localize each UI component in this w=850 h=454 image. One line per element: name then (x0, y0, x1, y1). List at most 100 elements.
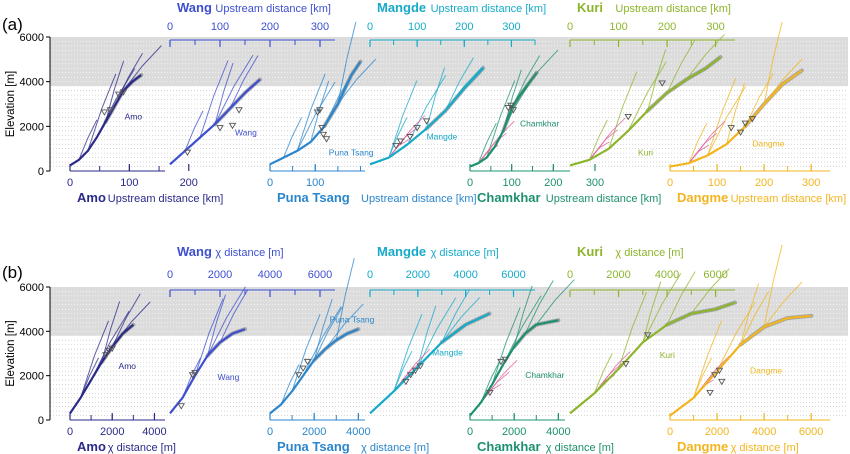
tributary-profile-line (690, 268, 730, 314)
tributary-profile-line (725, 83, 745, 145)
knickpoint-marker (299, 365, 307, 372)
tributary-profile-line (608, 71, 638, 149)
y-tick-label: 6000 (20, 282, 44, 294)
distance-tick-label: 2000 (208, 269, 232, 281)
series-mangde: 0 2000 4000 6000 Mangde χ distance [m] Mangde (367, 244, 535, 415)
knickpoint-marker (741, 120, 750, 127)
river-profile-label: Amo (119, 361, 137, 371)
knickpoint-marker (396, 138, 405, 145)
knickpoint-marker (102, 352, 110, 359)
distance-tick-label: 0 (467, 426, 473, 438)
main-profile-line (269, 60, 362, 166)
knickpoint-marker (114, 91, 123, 98)
distance-tick-label: 6000 (799, 426, 823, 438)
river-profile-label: Wang (218, 372, 240, 382)
tributary-profile-line (80, 320, 110, 398)
main-profile-line (469, 72, 538, 168)
series-kuri: 0 2000 4000 6000 Kuri χ distance [m] Kuri (567, 244, 737, 415)
tributary-profile-line (337, 21, 357, 105)
tributary-profile-line (87, 73, 117, 152)
distance-tick-label: 0 (167, 269, 173, 281)
river-profile-label: Dangme (750, 365, 782, 375)
distance-tick-label: 100 (609, 21, 627, 33)
tributary-profile-line (688, 120, 726, 164)
distance-axis-title: Upstream distance [km] (215, 3, 331, 15)
knickpoint-marker (235, 107, 243, 114)
tributary-profile-line (524, 280, 554, 334)
river-profile-label: Puna Tsang (329, 147, 374, 157)
tributary-profile-line (393, 350, 413, 392)
river-profile-label: Puna Tsang (330, 314, 375, 324)
distance-tick-label: 100 (502, 177, 520, 189)
distance-tick-label: 2000 (406, 269, 430, 281)
tributary-profile-line (229, 55, 259, 109)
river-profile-label: Mangde (432, 348, 463, 358)
tributary-profile-line (184, 110, 204, 152)
distance-tick-label: 300 (586, 177, 604, 189)
distance-tick-label: 300 (802, 177, 820, 189)
tributary-profile-line (693, 320, 722, 398)
y-tick-label: 0 (38, 415, 44, 427)
distance-tick-label: 300 (706, 21, 724, 33)
series-chamkhar: 0 100 200 300 Chamkhar Upstream distance [km]… (467, 49, 661, 205)
tributary-profile-line (393, 313, 423, 392)
knickpoint-marker (108, 345, 117, 352)
tributary-profile-line (693, 357, 712, 399)
tributary-profile-line (740, 283, 760, 345)
y-tick-label: 4000 (20, 326, 44, 338)
distance-axis-title: χ distance [m] (108, 442, 176, 454)
distance-tick-label: 100 (120, 177, 138, 189)
distance-tick-label: 0 (367, 269, 373, 281)
main-profile-line (169, 328, 246, 415)
knickpoint-marker (402, 378, 410, 386)
knickpoint-marker (322, 136, 331, 143)
tributary-profile-line (642, 281, 662, 343)
tributary-profile-line (207, 294, 226, 356)
tributary-profile-line (407, 74, 447, 145)
distance-tick-label: 0 (267, 177, 273, 189)
tributary-profile-line (707, 86, 747, 156)
knickpoint-marker (188, 372, 197, 379)
tributary-profile-line (417, 297, 457, 368)
distance-tick-label: 300 (311, 21, 329, 33)
knickpoint-marker (183, 149, 192, 157)
distance-axis-title: χ distance [m] (361, 442, 429, 454)
knickpoint-marker (191, 370, 199, 377)
knickpoint-marker (318, 125, 326, 132)
tributary-profile-line (444, 57, 474, 111)
distance-axis-title: Upstream distance [km] (361, 193, 477, 205)
knickpoint-marker (727, 125, 735, 132)
river-profile-label: Mangde (427, 132, 458, 142)
tributary-profile-line (688, 122, 708, 164)
distance-tick-label: 2000 (302, 426, 326, 438)
tributary-profile-line (763, 21, 783, 105)
knickpoint-marker (507, 102, 515, 110)
tributary-profile-line (480, 362, 500, 403)
distance-tick-label: 2000 (606, 269, 630, 281)
panel-b: (b) 0 2000 4000 6000 Elevation [m] 0 2000 4000 Am… (2, 244, 848, 454)
knickpoint-marker (406, 372, 415, 379)
knickpoint-marker (748, 116, 757, 123)
tributary-profile-line (302, 306, 342, 376)
distance-tick-label: 4000 (453, 269, 477, 281)
series-chamkhar: 0 2000 4000 Chamkhar χ distance [m] Chamkhar (467, 279, 614, 454)
distance-tick-label: 4000 (655, 269, 679, 281)
tributary-profile-line (291, 313, 321, 392)
knickpoint-marker (710, 372, 719, 379)
knickpoint-marker (504, 105, 513, 112)
tributary-profile-line (388, 80, 418, 158)
river-name-label: Amo (77, 439, 106, 454)
tributary-profile-line (324, 303, 364, 350)
tributary-profile-line (417, 305, 437, 367)
tributary-profile-line (214, 54, 254, 125)
y-tick-label: 4000 (20, 77, 44, 89)
river-name-label: Chamkhar (477, 439, 541, 454)
knickpoint-marker (715, 367, 724, 375)
tributary-profile-line (199, 60, 229, 138)
tributary-profile-line (105, 60, 125, 122)
